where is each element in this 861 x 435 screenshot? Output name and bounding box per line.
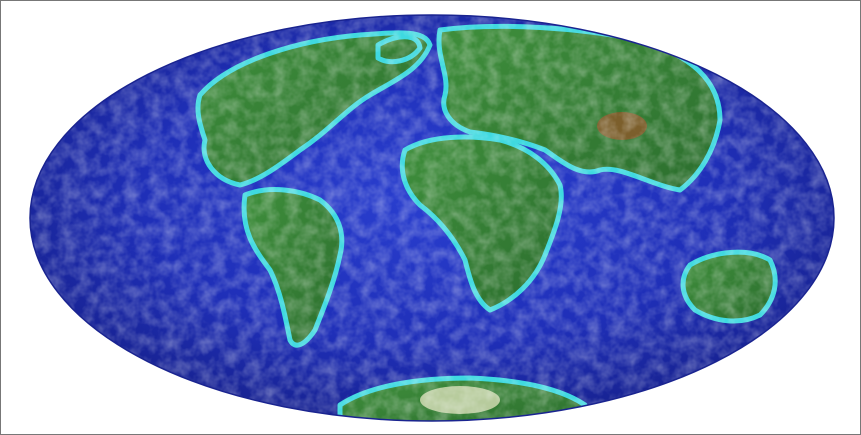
globe-outline bbox=[29, 14, 835, 422]
